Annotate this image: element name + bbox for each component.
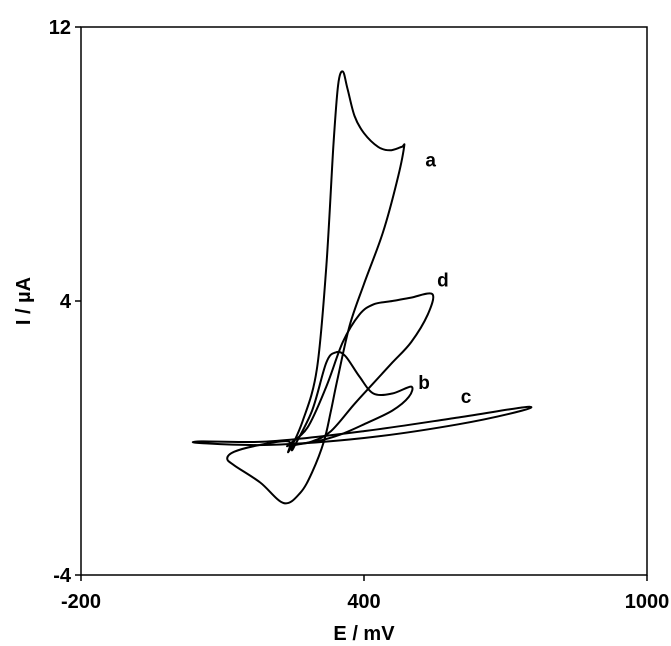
plot-area-frame — [80, 26, 648, 576]
y-tick-label: 4 — [60, 291, 72, 313]
x-axis-label: E / mV — [333, 623, 395, 645]
y-tick-label: 12 — [49, 17, 71, 39]
curve-label-c: c — [461, 387, 472, 408]
curve-label-b: b — [418, 373, 430, 394]
y-tick-label: -4 — [53, 565, 72, 587]
x-tick-label: 400 — [347, 591, 380, 613]
curve-a — [226, 70, 406, 505]
curve-d — [286, 292, 435, 448]
curves-group — [191, 70, 533, 505]
curve-label-a: a — [425, 151, 436, 172]
y-axis-label: I / µA — [13, 277, 35, 325]
x-tick-label: -200 — [61, 591, 101, 613]
curve-b — [290, 350, 414, 452]
curve-c — [191, 405, 533, 447]
y-axis-ticks: -4 4 12 — [49, 17, 81, 587]
curve-label-d: d — [437, 270, 449, 291]
x-tick-label: 1000 — [625, 591, 670, 613]
x-axis-ticks: -200 400 1000 — [61, 575, 669, 613]
curve-labels-group: a b c d — [418, 151, 471, 408]
